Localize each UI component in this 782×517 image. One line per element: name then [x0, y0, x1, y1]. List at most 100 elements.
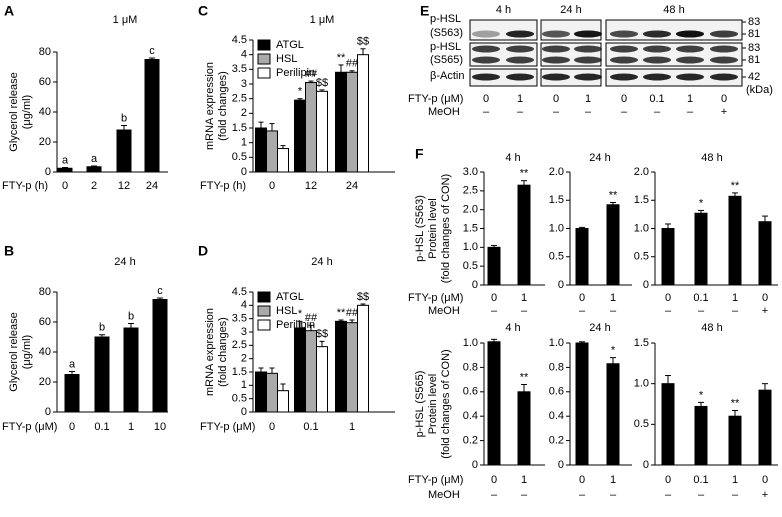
blot-band: [610, 56, 638, 64]
legend-label: Perilipin: [276, 319, 315, 331]
x-axis-label: MeOH: [428, 489, 460, 501]
y-tick-label: 2: [241, 353, 247, 365]
row-label: (S565): [430, 54, 463, 66]
bar: [64, 374, 80, 413]
annotation: **: [609, 189, 618, 201]
annotation: *: [699, 197, 704, 209]
blot-band: [676, 45, 704, 53]
x-tick-label: –: [491, 305, 498, 317]
blot-band: [472, 45, 500, 53]
y-tick-label: 0.2: [549, 435, 564, 447]
y-axis-label: (fold changes of CON): [440, 349, 452, 458]
bar: [294, 99, 306, 173]
bar: [305, 82, 317, 173]
blot-band: [472, 30, 500, 38]
blot-band: [676, 73, 704, 81]
x-tick-label: 12: [305, 180, 317, 192]
legend-swatch: [257, 67, 271, 79]
marker-label: 42: [748, 71, 760, 83]
blot-band: [643, 56, 671, 64]
annotation: **: [337, 307, 346, 319]
panel-label: A: [4, 3, 14, 19]
chart-title: 1 μM: [310, 14, 335, 26]
x-tick-label: 1: [732, 474, 738, 486]
y-tick-label: 1.0: [463, 337, 478, 349]
y-tick-label: 4: [241, 299, 247, 311]
bar: [694, 212, 708, 286]
chart-title: 24 h: [311, 256, 332, 268]
marker-label: 81: [748, 54, 760, 66]
y-tick-label: 0.4: [463, 410, 478, 422]
y-tick-label: 60: [39, 316, 51, 328]
lane-label: –: [517, 106, 524, 118]
y-tick-label: 1.5: [463, 222, 478, 234]
y-axis-label: (μg/ml): [21, 95, 33, 129]
x-tick-label: +: [762, 489, 768, 501]
lane-label: 1: [517, 93, 523, 105]
y-axis-label: (μg/ml): [21, 335, 33, 369]
bar: [266, 130, 278, 173]
y-tick-label: 0.5: [634, 251, 649, 263]
y-axis-label: (fold changes of CON): [440, 174, 452, 283]
x-tick-label: 1: [349, 421, 355, 433]
lane-label: –: [585, 106, 592, 118]
y-axis-label: Protein level: [427, 374, 439, 435]
x-tick-label: 0.1: [693, 292, 708, 304]
y-tick-label: 1.0: [463, 241, 478, 253]
x-tick-label: 0.1: [303, 421, 318, 433]
lane-label: –: [553, 106, 560, 118]
y-axis-label: p-HSL (S565): [414, 371, 426, 438]
y-axis-label: Glycerol release: [8, 72, 20, 151]
blot-band: [610, 45, 638, 53]
chart-title: 48 h: [701, 322, 722, 334]
y-tick-label: 0.8: [549, 361, 564, 373]
blot-band: [542, 30, 570, 38]
y-tick-label: 4.5: [232, 286, 247, 298]
legend-label: ATGL: [276, 291, 304, 303]
marker-label: 83: [748, 42, 760, 54]
blot-band: [710, 30, 738, 38]
y-tick-label: 4: [241, 49, 247, 61]
bar: [661, 383, 675, 466]
x-axis-label: MeOH: [428, 305, 460, 317]
x-tick-label: 0: [665, 292, 671, 304]
row-label: p-HSL: [430, 13, 461, 25]
lane-label: –: [621, 106, 628, 118]
x-tick-label: 0: [762, 292, 768, 304]
y-tick-label: 0.6: [463, 386, 478, 398]
y-tick-label: 0: [45, 406, 51, 418]
blot-frame: [605, 19, 743, 41]
x-tick-label: 0: [491, 474, 497, 486]
x-tick-label: 1: [128, 421, 134, 433]
y-tick-label: 2.0: [549, 166, 564, 178]
lane-label: 0: [621, 93, 627, 105]
y-tick-label: 1.5: [634, 337, 649, 349]
annotation: *: [699, 389, 704, 401]
y-tick-label: 0.8: [463, 361, 478, 373]
y-axis-label: (fold changes): [217, 317, 229, 387]
y-tick-label: 0.5: [232, 393, 247, 405]
y-tick-label: 80: [39, 46, 51, 58]
x-tick-label: –: [579, 305, 586, 317]
y-axis-label: p-HSL (S563): [414, 195, 426, 262]
lane-group-label: 24 h: [560, 4, 581, 16]
y-tick-label: 3: [241, 78, 247, 90]
x-tick-label: 0.1: [693, 474, 708, 486]
x-tick-label: 24: [146, 180, 158, 192]
x-tick-label: –: [665, 305, 672, 317]
bar: [316, 90, 328, 173]
x-tick-label: 10: [154, 421, 166, 433]
annotation: **: [337, 52, 346, 64]
chart-title: 4 h: [505, 322, 520, 334]
blot-band: [574, 56, 602, 64]
x-tick-label: 1: [521, 292, 527, 304]
chart-title: 24 h: [589, 322, 610, 334]
annotation: ##: [346, 307, 359, 319]
bar: [123, 327, 139, 413]
bar: [316, 346, 328, 413]
blot-band: [506, 30, 534, 38]
legend-swatch: [257, 291, 271, 303]
bar: [517, 391, 531, 466]
x-tick-label: 0: [269, 180, 275, 192]
blot-band: [610, 30, 638, 38]
